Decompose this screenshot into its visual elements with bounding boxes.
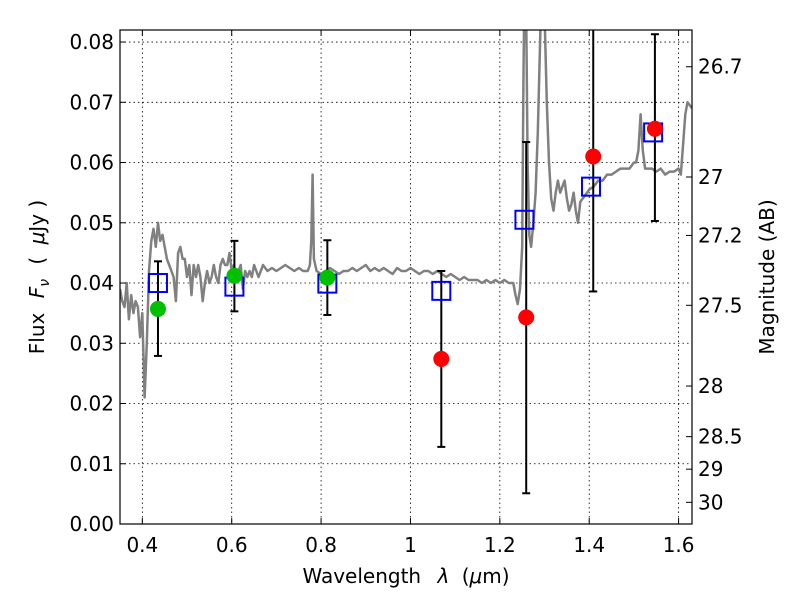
observed-point-green (149, 300, 166, 317)
observed-point-red (518, 309, 535, 326)
x-tick-label: 1 (404, 533, 417, 557)
y2-tick-label: 29 (698, 457, 723, 481)
x-tick-label: 1.6 (663, 533, 695, 557)
y-axis-label: Flux Fν ( μJy ) (25, 200, 54, 354)
x-axis-label-unit-mu: μ (469, 564, 483, 588)
y-axis-label-unit-mu: μ (25, 232, 49, 246)
observed-point-green (319, 269, 336, 286)
x-axis-label-unit-rest: m) (482, 564, 509, 588)
y2-tick-label: 30 (698, 490, 723, 514)
x-tick-label: 0.6 (216, 533, 248, 557)
y-tick-label: 0.02 (69, 392, 114, 416)
x-axis-label: Wavelength λ (μm) (302, 564, 509, 588)
x-axis-label-unit-open: ( (462, 564, 470, 588)
y-tick-label: 0.03 (69, 331, 114, 355)
plot-frame (119, 29, 693, 525)
model-spectrum-line (120, 30, 692, 399)
model-photometry-square (147, 273, 168, 294)
y-tick-label: 0.07 (69, 90, 114, 114)
y2-tick-label: 28.5 (698, 425, 743, 449)
y-axis-label-text: Flux (25, 312, 49, 354)
x-tick-label: 0.4 (126, 533, 158, 557)
y-tick-label: 0.06 (69, 151, 114, 175)
y2-tick-label: 27.2 (698, 223, 743, 247)
y2-tick-label: 28 (698, 374, 723, 398)
y-tick-label: 0.05 (69, 211, 114, 235)
observed-point-green (226, 267, 243, 284)
observed-point-red (646, 120, 663, 137)
y-axis-label-unit-open: ( (25, 257, 49, 265)
y2-axis-label: Magnitude (AB) (755, 199, 779, 354)
model-photometry-square (514, 209, 535, 230)
x-tick-label: 1.4 (573, 533, 605, 557)
y-tick-label: 0.08 (69, 30, 114, 54)
y-tick-label: 0.00 (69, 512, 114, 536)
y-axis-label-symbol: F (25, 286, 49, 298)
model-photometry-square (431, 280, 452, 301)
y2-tick-label: 27.5 (698, 293, 743, 317)
y-axis-label-subscript: ν (37, 279, 53, 287)
y2-tick-label: 26.7 (698, 55, 743, 79)
error-bars (147, 30, 664, 495)
observed-point-red (433, 350, 450, 367)
y-tick-label: 0.04 (69, 271, 114, 295)
data-layer (120, 30, 692, 399)
y-axis-label-unit-rest: Jy ) (25, 200, 49, 234)
y2-tick-label: 27 (698, 165, 723, 189)
observed-point-red (585, 148, 602, 165)
x-tick-label: 0.8 (305, 533, 337, 557)
x-axis-label-text: Wavelength (302, 564, 421, 588)
x-tick-label: 1.2 (484, 533, 516, 557)
axis-ticks: 0.4 0.6 0.8 1 1.2 1.4 1.6 0.00 0.01 0.02 0.03 0.04 0… (69, 30, 743, 557)
y-tick-label: 0.01 (69, 452, 114, 476)
x-axis-label-symbol: λ (436, 564, 449, 588)
model-photometry-square (581, 176, 602, 197)
